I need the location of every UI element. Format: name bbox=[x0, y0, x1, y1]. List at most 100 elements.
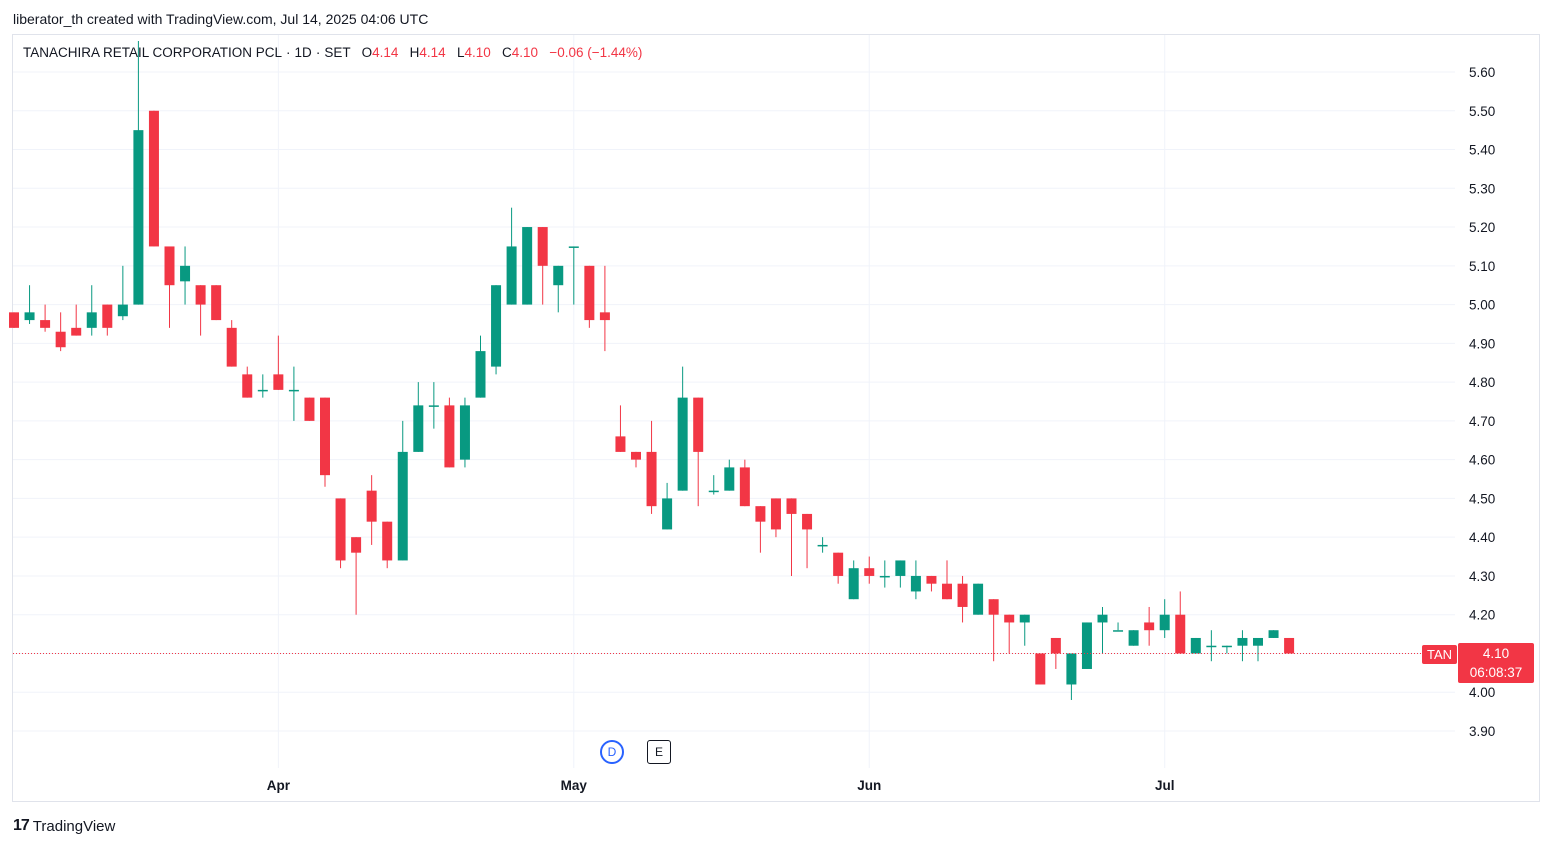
candle[interactable] bbox=[1113, 622, 1124, 632]
candle[interactable] bbox=[180, 246, 191, 305]
candle[interactable] bbox=[1035, 653, 1046, 685]
candle[interactable] bbox=[1144, 606, 1155, 646]
candle[interactable] bbox=[102, 304, 113, 336]
candle[interactable] bbox=[1206, 630, 1217, 662]
time-tick-label: Jun bbox=[857, 778, 881, 793]
candle[interactable] bbox=[662, 482, 673, 530]
candle[interactable] bbox=[926, 575, 937, 592]
price-tick-label: 4.70 bbox=[1469, 414, 1495, 429]
candle[interactable] bbox=[40, 304, 51, 332]
time-axis: Apr May Jun Jul bbox=[267, 778, 1175, 793]
candle[interactable] bbox=[631, 451, 641, 468]
candle[interactable] bbox=[117, 265, 128, 321]
candle[interactable] bbox=[382, 521, 393, 569]
price-tick-label: 3.90 bbox=[1469, 724, 1495, 739]
candle[interactable] bbox=[786, 498, 797, 576]
candle[interactable] bbox=[1097, 606, 1108, 654]
tradingview-logo[interactable]: 17 TradingView bbox=[13, 817, 115, 835]
candle[interactable] bbox=[879, 560, 890, 588]
candle[interactable] bbox=[24, 285, 35, 324]
legend-low: 4.10 bbox=[464, 45, 491, 60]
candle[interactable] bbox=[351, 537, 362, 615]
candle[interactable] bbox=[475, 335, 486, 398]
candle[interactable] bbox=[755, 506, 766, 553]
candle[interactable] bbox=[802, 513, 813, 569]
candle[interactable] bbox=[584, 265, 595, 328]
candle[interactable] bbox=[1237, 630, 1248, 662]
earnings-event-badge[interactable]: E bbox=[647, 740, 671, 764]
candle[interactable] bbox=[864, 556, 875, 584]
candle[interactable] bbox=[615, 405, 626, 452]
candle[interactable] bbox=[1221, 645, 1232, 654]
candle[interactable] bbox=[817, 537, 828, 553]
candle[interactable] bbox=[71, 304, 82, 336]
candle[interactable] bbox=[646, 420, 657, 514]
candle[interactable] bbox=[848, 560, 859, 600]
candle[interactable] bbox=[895, 560, 906, 588]
candle[interactable] bbox=[553, 265, 564, 313]
candle[interactable] bbox=[211, 285, 222, 321]
candle[interactable] bbox=[942, 560, 952, 600]
candle[interactable] bbox=[724, 459, 735, 491]
candle[interactable] bbox=[973, 583, 984, 615]
candle[interactable] bbox=[413, 382, 424, 452]
candle[interactable] bbox=[55, 312, 66, 352]
candle[interactable] bbox=[304, 397, 315, 421]
candle[interactable] bbox=[397, 420, 408, 561]
dividend-event-badge[interactable]: D bbox=[600, 740, 624, 764]
candle[interactable] bbox=[9, 312, 19, 328]
candle[interactable] bbox=[677, 366, 688, 491]
candle[interactable] bbox=[1081, 622, 1092, 669]
candle[interactable] bbox=[288, 366, 299, 421]
legend-close: 4.10 bbox=[511, 45, 539, 60]
candle[interactable] bbox=[522, 227, 533, 305]
chart-frame[interactable] bbox=[12, 34, 1540, 802]
candle[interactable] bbox=[1284, 637, 1295, 654]
candle[interactable] bbox=[1050, 637, 1061, 669]
candle[interactable] bbox=[242, 366, 253, 398]
candle[interactable] bbox=[1019, 614, 1030, 646]
candle[interactable] bbox=[366, 475, 377, 545]
bar-countdown: 06:08:37 bbox=[1469, 665, 1523, 680]
candle[interactable] bbox=[1253, 637, 1263, 662]
legend-change: −0.06 (−1.44%) bbox=[549, 45, 643, 60]
candle[interactable] bbox=[444, 397, 455, 468]
candle[interactable] bbox=[133, 40, 144, 305]
candle[interactable] bbox=[833, 552, 844, 584]
candle[interactable] bbox=[1004, 614, 1015, 654]
candle[interactable] bbox=[226, 320, 237, 367]
candle[interactable] bbox=[910, 560, 921, 600]
candle[interactable] bbox=[1268, 630, 1279, 638]
candle[interactable] bbox=[957, 575, 968, 623]
candle[interactable] bbox=[491, 285, 502, 375]
candle[interactable] bbox=[164, 246, 175, 328]
candle[interactable] bbox=[195, 285, 206, 336]
candle[interactable] bbox=[428, 382, 439, 429]
candle[interactable] bbox=[273, 335, 284, 390]
candle[interactable] bbox=[1175, 591, 1186, 654]
candle[interactable] bbox=[257, 374, 268, 398]
candle[interactable] bbox=[988, 599, 999, 662]
candle[interactable] bbox=[693, 397, 704, 507]
candle[interactable] bbox=[1128, 630, 1139, 646]
candle[interactable] bbox=[148, 110, 159, 247]
price-tick-label: 5.10 bbox=[1469, 259, 1495, 274]
candle[interactable] bbox=[537, 227, 548, 305]
candle[interactable] bbox=[770, 498, 781, 538]
candle[interactable] bbox=[708, 475, 719, 495]
candle[interactable] bbox=[599, 265, 610, 352]
candle[interactable] bbox=[1190, 637, 1201, 654]
candle[interactable] bbox=[459, 397, 470, 468]
candle[interactable] bbox=[506, 207, 517, 305]
candle[interactable] bbox=[335, 498, 346, 569]
price-tick-label: 4.40 bbox=[1469, 530, 1495, 545]
candle[interactable] bbox=[568, 246, 579, 305]
candle[interactable] bbox=[320, 397, 330, 487]
chart-credit: liberator_th created with TradingView.co… bbox=[13, 11, 429, 27]
legend-high: 4.14 bbox=[419, 45, 446, 60]
candle[interactable] bbox=[86, 285, 97, 336]
candle[interactable] bbox=[739, 459, 750, 507]
candle[interactable] bbox=[1159, 599, 1170, 638]
candle[interactable] bbox=[1066, 653, 1077, 700]
